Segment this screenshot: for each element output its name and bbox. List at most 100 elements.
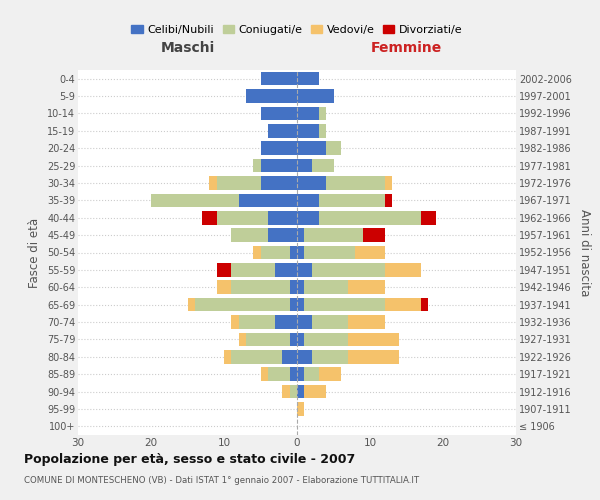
Bar — [246, 332, 290, 346]
Bar — [297, 142, 326, 155]
Bar — [290, 298, 297, 312]
Bar — [268, 211, 297, 224]
Bar — [385, 298, 421, 312]
Bar — [297, 72, 319, 86]
Bar — [297, 402, 304, 415]
Bar — [319, 124, 326, 138]
Bar — [304, 368, 319, 381]
Bar — [232, 315, 239, 329]
Bar — [260, 72, 297, 86]
Bar — [297, 332, 304, 346]
Bar — [239, 315, 275, 329]
Bar — [217, 263, 232, 276]
Bar — [275, 263, 297, 276]
Bar — [297, 263, 311, 276]
Bar — [260, 368, 268, 381]
Bar — [202, 211, 217, 224]
Bar — [239, 332, 246, 346]
Bar — [246, 90, 297, 103]
Bar — [297, 106, 319, 120]
Bar — [217, 280, 232, 294]
Bar — [297, 350, 311, 364]
Bar — [260, 142, 297, 155]
Bar — [319, 194, 385, 207]
Bar — [290, 332, 297, 346]
Legend: Celibi/Nubili, Coniugati/e, Vedovi/e, Divorziati/e: Celibi/Nubili, Coniugati/e, Vedovi/e, Di… — [127, 21, 467, 40]
Bar — [232, 228, 268, 242]
Bar — [297, 280, 304, 294]
Bar — [297, 176, 326, 190]
Text: Popolazione per età, sesso e stato civile - 2007: Popolazione per età, sesso e stato civil… — [24, 452, 355, 466]
Bar — [304, 332, 348, 346]
Text: Femmine: Femmine — [371, 42, 442, 56]
Bar — [187, 298, 195, 312]
Bar — [311, 350, 348, 364]
Bar — [319, 368, 341, 381]
Bar — [297, 368, 304, 381]
Y-axis label: Fasce di età: Fasce di età — [28, 218, 41, 288]
Bar — [304, 246, 355, 260]
Bar — [195, 298, 290, 312]
Bar — [297, 90, 334, 103]
Bar — [268, 124, 297, 138]
Bar — [326, 176, 385, 190]
Bar — [232, 280, 290, 294]
Bar — [297, 211, 319, 224]
Bar — [275, 315, 297, 329]
Bar — [355, 246, 385, 260]
Bar — [319, 211, 421, 224]
Bar — [232, 350, 283, 364]
Bar — [209, 176, 217, 190]
Bar — [421, 211, 436, 224]
Bar — [297, 124, 319, 138]
Bar — [217, 211, 268, 224]
Bar — [283, 350, 297, 364]
Text: COMUNE DI MONTESCHENO (VB) - Dati ISTAT 1° gennaio 2007 - Elaborazione TUTTITALI: COMUNE DI MONTESCHENO (VB) - Dati ISTAT … — [24, 476, 419, 485]
Bar — [311, 263, 385, 276]
Bar — [239, 194, 297, 207]
Bar — [224, 350, 232, 364]
Bar — [297, 298, 304, 312]
Bar — [290, 385, 297, 398]
Bar — [385, 194, 392, 207]
Bar — [348, 315, 385, 329]
Bar — [326, 142, 341, 155]
Bar — [260, 176, 297, 190]
Bar — [348, 332, 399, 346]
Bar — [253, 246, 260, 260]
Bar — [304, 298, 385, 312]
Bar — [260, 246, 290, 260]
Bar — [151, 194, 239, 207]
Bar — [311, 315, 348, 329]
Bar — [290, 368, 297, 381]
Bar — [297, 246, 304, 260]
Bar — [348, 350, 399, 364]
Bar — [348, 280, 385, 294]
Bar — [260, 159, 297, 172]
Bar — [290, 246, 297, 260]
Bar — [304, 280, 348, 294]
Bar — [290, 280, 297, 294]
Bar — [362, 228, 385, 242]
Y-axis label: Anni di nascita: Anni di nascita — [578, 209, 591, 296]
Text: Maschi: Maschi — [160, 42, 215, 56]
Bar — [304, 228, 362, 242]
Bar — [385, 263, 421, 276]
Bar — [297, 194, 319, 207]
Bar — [253, 159, 260, 172]
Bar — [385, 176, 392, 190]
Bar — [297, 385, 304, 398]
Bar — [217, 176, 260, 190]
Bar — [260, 106, 297, 120]
Bar — [297, 228, 304, 242]
Bar — [319, 106, 326, 120]
Bar — [268, 228, 297, 242]
Bar — [283, 385, 290, 398]
Bar — [421, 298, 428, 312]
Bar — [297, 315, 311, 329]
Bar — [297, 159, 311, 172]
Bar — [311, 159, 334, 172]
Bar — [304, 385, 326, 398]
Bar — [232, 263, 275, 276]
Bar — [268, 368, 290, 381]
